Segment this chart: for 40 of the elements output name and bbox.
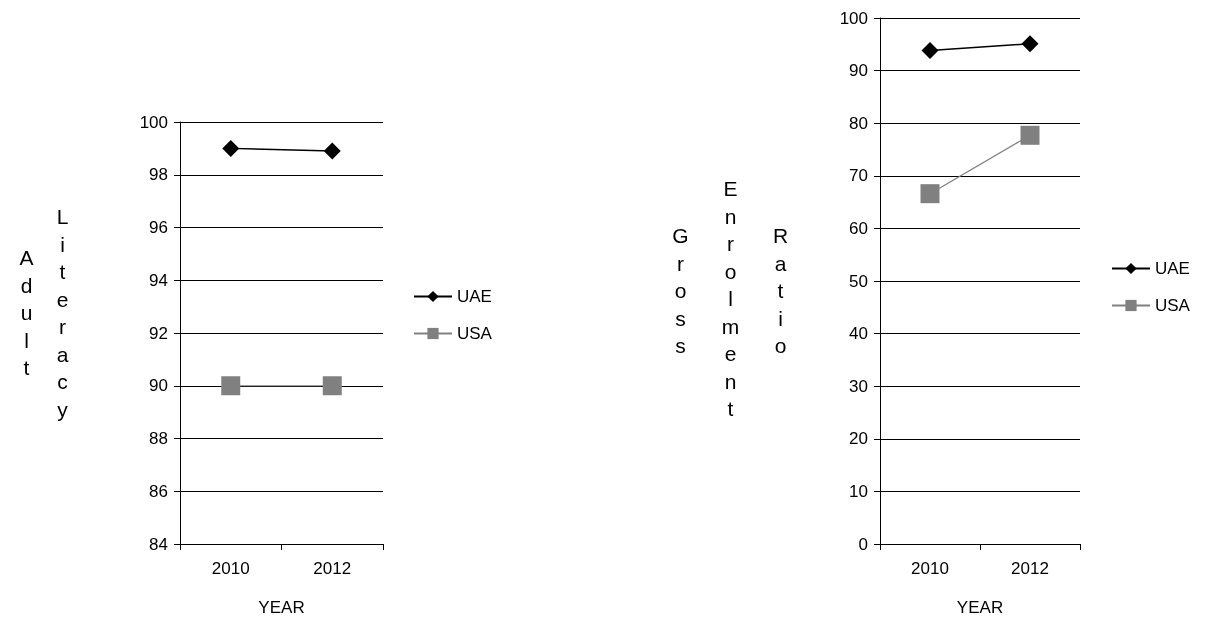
y-tick-label: 60 — [849, 218, 868, 238]
point — [323, 142, 341, 160]
point — [221, 376, 241, 396]
y-tick-label: 0 — [858, 534, 868, 554]
y-tick-label: 94 — [149, 270, 168, 290]
y-tick-label: 98 — [149, 165, 168, 185]
legend-label: UAE — [1155, 259, 1190, 278]
y-tick-label: 30 — [849, 376, 868, 396]
point — [1020, 125, 1040, 145]
point — [1021, 35, 1039, 53]
text: Gross Enrolment Ratio — [669, 177, 792, 425]
y-tick-label: 90 — [149, 376, 168, 396]
y-tick-label: 84 — [149, 534, 168, 554]
y-tick-label: 96 — [149, 218, 168, 237]
y-tick-label: 100 — [139, 112, 168, 132]
y-tick-label: 70 — [849, 166, 868, 186]
point — [920, 184, 940, 204]
point — [222, 139, 240, 157]
y-tick-label: 10 — [849, 481, 868, 501]
legend-label: USA — [1155, 296, 1191, 315]
x-tick-label: 2010 — [911, 559, 949, 578]
x-tick-label: 2010 — [211, 559, 250, 578]
y-tick-label: 80 — [849, 113, 868, 133]
y-tick-label: 40 — [849, 324, 868, 344]
y-tick-label: 50 — [849, 271, 868, 291]
x-tick-label: 2012 — [1011, 559, 1049, 578]
x-axis-title: YEAR — [258, 598, 305, 617]
y-tick-label: 100 — [839, 8, 868, 28]
y-tick-label: 90 — [849, 61, 868, 81]
y-axis-title: Adult Literacy — [14, 204, 75, 427]
y-tick-label: 20 — [849, 429, 868, 449]
x-tick-label: 2012 — [313, 559, 352, 578]
point — [921, 42, 939, 60]
point — [322, 376, 342, 396]
x-axis-title: YEAR — [956, 598, 1004, 617]
y-tick-label: 88 — [149, 429, 168, 448]
y-tick-label: 92 — [149, 323, 168, 343]
y-tick-label: 86 — [149, 481, 168, 501]
legend-label: UAE — [457, 287, 492, 306]
legend-label: USA — [457, 324, 493, 343]
